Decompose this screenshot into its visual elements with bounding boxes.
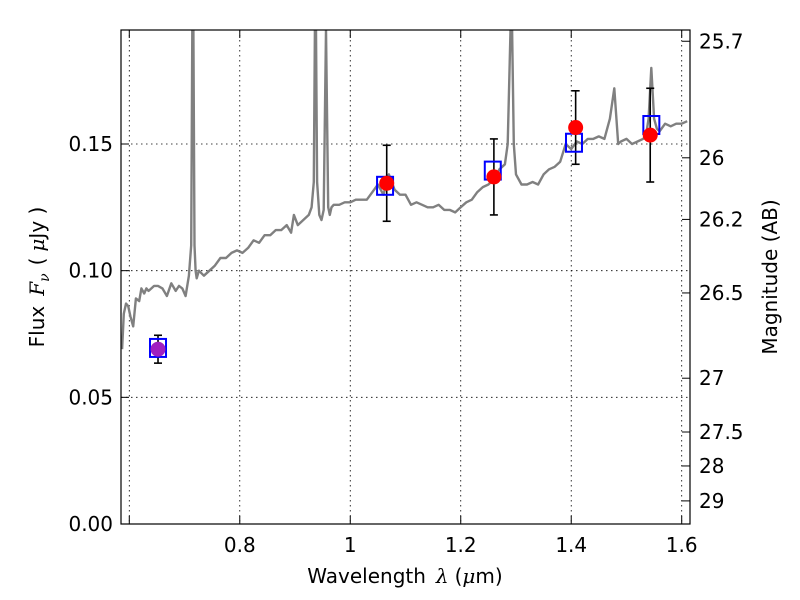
observed-point [642, 127, 658, 143]
right-axis-tick-label: 26.5 [699, 281, 744, 305]
observed-markers [150, 120, 658, 357]
y-tick-label: 0.05 [68, 385, 113, 409]
right-axis-tick-label: 25.7 [699, 29, 744, 53]
right-axis-tick-label: 28 [699, 454, 724, 478]
x-tick-label: 1 [344, 533, 357, 557]
y-tick-label: 0.15 [68, 132, 113, 156]
model-photometry-square [149, 337, 168, 358]
observed-point [379, 175, 395, 191]
right-axis-tick-label: 27 [699, 366, 724, 390]
right-axis-tick-label: 26 [699, 146, 724, 170]
right-axis-ticks: 25.7 26 26.2 26.5 27 27.5 28 29 [682, 29, 744, 513]
grid-lines [121, 30, 690, 524]
plot-frame [120, 29, 691, 525]
right-axis-tick-label: 26.2 [699, 207, 744, 231]
y-axis-ticks: 0.00 0.05 0.10 0.15 [68, 132, 129, 536]
right-axis-label: Magnitude (AB) [758, 199, 782, 354]
model-spectrum [121, 30, 688, 350]
model-spectrum-line [121, 30, 688, 350]
x-axis-ticks: 0.8 1 1.2 1.4 1.6 [128, 30, 698, 557]
right-axis-tick-label: 27.5 [699, 420, 744, 444]
x-tick-label: 1.6 [666, 533, 698, 557]
right-axis-tick-label: 29 [699, 489, 724, 513]
x-tick-label: 1.4 [555, 533, 587, 557]
observed-point [486, 169, 502, 185]
x-tick-label: 0.8 [224, 533, 256, 557]
y-tick-label: 0.10 [68, 259, 113, 283]
y-tick-label: 0.00 [68, 512, 113, 536]
observed-point [150, 341, 166, 357]
x-tick-label: 1.2 [445, 533, 477, 557]
y-axis-label: FluxFν(μJy ) [25, 207, 53, 348]
observed-point [568, 120, 584, 136]
model-photometry-markers [149, 115, 661, 358]
x-axis-label: Wavelength λ (μm) [307, 564, 502, 588]
